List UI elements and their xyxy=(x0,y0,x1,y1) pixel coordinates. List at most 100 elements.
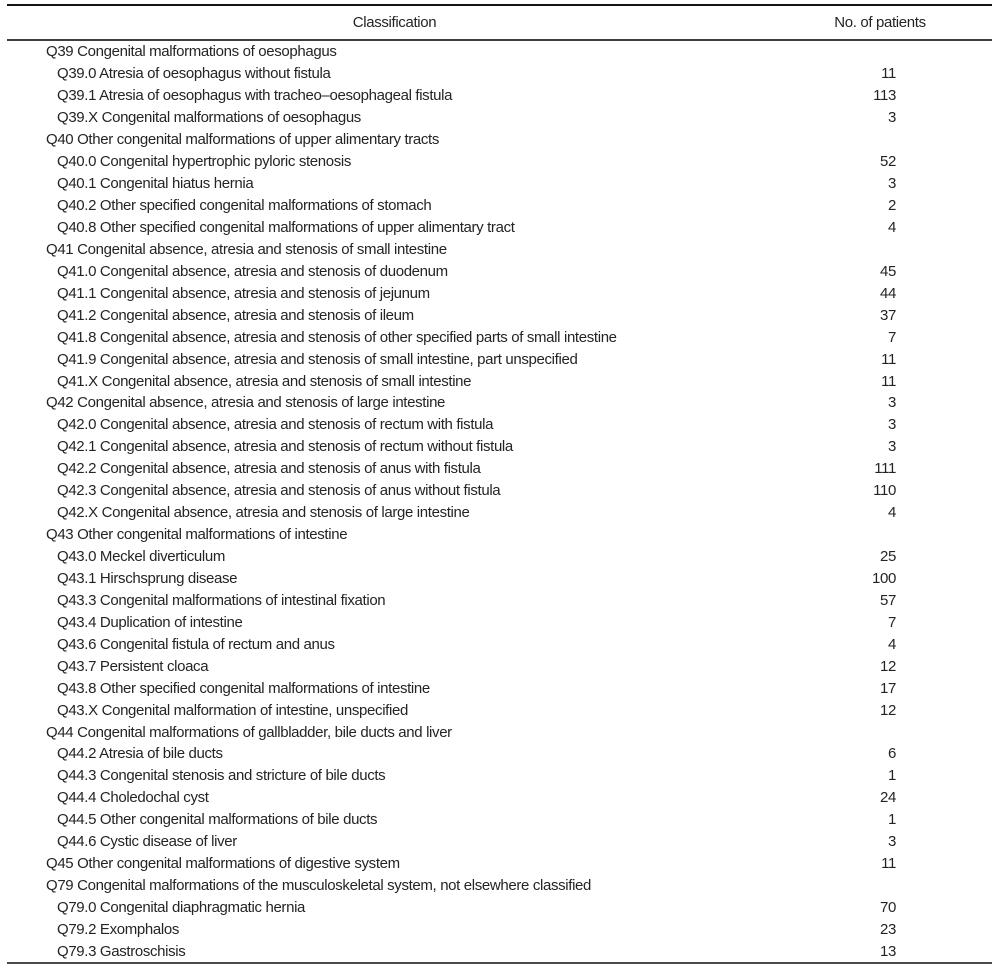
row-classification-label: Q44.6 Cystic disease of liver xyxy=(57,834,237,850)
row-patient-count: 3 xyxy=(888,438,896,456)
table-row: Q41.9 Congenital absence, atresia and st… xyxy=(7,348,992,370)
row-patient-count: 1 xyxy=(888,811,896,829)
row-classification-label: Q44.4 Choledochal cyst xyxy=(57,790,209,806)
row-patient-count: 1 xyxy=(888,767,896,785)
row-classification-label: Q42.2 Congenital absence, atresia and st… xyxy=(57,461,481,477)
table-row: Q79.2 Exomphalos 23 xyxy=(7,919,992,941)
row-classification-label: Q79.2 Exomphalos xyxy=(57,921,179,937)
row-classification-label: Q41.2 Congenital absence, atresia and st… xyxy=(57,307,414,323)
row-classification-label: Q43.6 Congenital fistula of rectum and a… xyxy=(57,636,335,652)
row-classification-label: Q79 Congenital malformations of the musc… xyxy=(46,878,592,894)
table-row: Q42.2 Congenital absence, atresia and st… xyxy=(7,458,992,480)
table-row: Q44 Congenital malformations of gallblad… xyxy=(7,721,992,743)
table-row: Q44.2 Atresia of bile ducts 6 xyxy=(7,743,992,765)
row-patient-count: 23 xyxy=(880,920,896,938)
row-patient-count: 3 xyxy=(888,416,896,434)
row-classification-label: Q44.3 Congenital stenosis and stricture … xyxy=(57,768,386,784)
table-row: Q39 Congenital malformations of oesophag… xyxy=(7,41,992,63)
row-classification-label: Q42 Congenital absence, atresia and sten… xyxy=(46,395,446,411)
row-patient-count: 7 xyxy=(888,328,896,346)
table-row: Q40.8 Other specified congenital malform… xyxy=(7,217,992,239)
table-row: Q79 Congenital malformations of the musc… xyxy=(7,875,992,897)
row-patient-count: 3 xyxy=(888,833,896,851)
row-patient-count: 4 xyxy=(888,218,896,236)
table-row: Q79.0 Congenital diaphragmatic hernia 70 xyxy=(7,897,992,919)
table-row: Q43.1 Hirschsprung disease 100 xyxy=(7,568,992,590)
classification-table: Classification No. of patients Q39 Conge… xyxy=(7,4,992,965)
row-patient-count: 17 xyxy=(880,679,896,697)
table-row: Q42.X Congenital absence, atresia and st… xyxy=(7,502,992,524)
row-classification-label: Q43.X Congenital malformation of intesti… xyxy=(57,702,408,718)
row-classification-label: Q39.X Congenital malformations of oesoph… xyxy=(57,110,361,126)
row-patient-count: 4 xyxy=(888,635,896,653)
row-classification-label: Q40.2 Other specified congenital malform… xyxy=(57,198,432,214)
row-classification-label: Q41 Congenital absence, atresia and sten… xyxy=(46,241,447,257)
table-body: Q39 Congenital malformations of oesophag… xyxy=(7,41,992,965)
table-row: Q39.1 Atresia of oesophagus with tracheo… xyxy=(7,85,992,107)
table-row: Q42.3 Congenital absence, atresia and st… xyxy=(7,480,992,502)
row-classification-label: Q43.7 Persistent cloaca xyxy=(57,658,209,674)
table-row: Q42.1 Congenital absence, atresia and st… xyxy=(7,436,992,458)
row-classification-label: Q43.0 Meckel diverticulum xyxy=(57,549,225,565)
table-row: Q43.8 Other specified congenital malform… xyxy=(7,677,992,699)
row-patient-count: 37 xyxy=(880,306,896,324)
table-row: Q44.3 Congenital stenosis and stricture … xyxy=(7,765,992,787)
row-classification-label: Q42.X Congenital absence, atresia and st… xyxy=(57,505,470,521)
table-row: Q40.2 Other specified congenital malform… xyxy=(7,195,992,217)
row-classification-label: Q41.8 Congenital absence, atresia and st… xyxy=(57,329,617,345)
row-classification-label: Q43.4 Duplication of intestine xyxy=(57,614,243,630)
row-patient-count: 52 xyxy=(880,153,896,171)
table-row: Q41.8 Congenital absence, atresia and st… xyxy=(7,326,992,348)
table-row: Q43.4 Duplication of intestine 7 xyxy=(7,611,992,633)
table-row: Q40 Other congenital malformations of up… xyxy=(7,129,992,151)
row-patient-count: 11 xyxy=(881,855,896,873)
table-row: Q43.0 Meckel diverticulum 25 xyxy=(7,546,992,568)
table-row: Q42 Congenital absence, atresia and sten… xyxy=(7,392,992,414)
table-header-row: Classification No. of patients xyxy=(7,4,992,41)
table-row: Q43 Other congenital malformations of in… xyxy=(7,524,992,546)
table-row: Q41.2 Congenital absence, atresia and st… xyxy=(7,304,992,326)
row-patient-count: 24 xyxy=(880,789,896,807)
table-row: Q44.5 Other congenital malformations of … xyxy=(7,809,992,831)
row-classification-label: Q44 Congenital malformations of gallblad… xyxy=(46,724,452,740)
table-row: Q45 Other congenital malformations of di… xyxy=(7,853,992,875)
row-patient-count: 13 xyxy=(880,942,896,960)
table-row: Q43.3 Congenital malformations of intest… xyxy=(7,589,992,611)
column-header-no-of-patients: No. of patients xyxy=(834,14,926,31)
row-classification-label: Q40.0 Congenital hypertrophic pyloric st… xyxy=(57,154,352,170)
row-classification-label: Q43.8 Other specified congenital malform… xyxy=(57,680,430,696)
table-row: Q44.4 Choledochal cyst 24 xyxy=(7,787,992,809)
row-classification-label: Q42.3 Congenital absence, atresia and st… xyxy=(57,483,501,499)
row-patient-count: 12 xyxy=(880,701,896,719)
row-classification-label: Q41.9 Congenital absence, atresia and st… xyxy=(57,351,578,367)
row-patient-count: 25 xyxy=(880,548,896,566)
row-classification-label: Q40.8 Other specified congenital malform… xyxy=(57,219,515,235)
table-row: Q41.0 Congenital absence, atresia and st… xyxy=(7,260,992,282)
row-patient-count: 11 xyxy=(881,372,896,390)
table-row: Q40.0 Congenital hypertrophic pyloric st… xyxy=(7,151,992,173)
table-row: Q43.6 Congenital fistula of rectum and a… xyxy=(7,633,992,655)
row-classification-label: Q39.1 Atresia of oesophagus with tracheo… xyxy=(57,88,453,104)
row-classification-label: Q44.2 Atresia of bile ducts xyxy=(57,746,223,762)
column-header-classification: Classification xyxy=(352,14,437,31)
row-patient-count: 12 xyxy=(880,657,896,675)
row-patient-count: 100 xyxy=(872,569,896,587)
table-row: Q43.X Congenital malformation of intesti… xyxy=(7,699,992,721)
row-patient-count: 11 xyxy=(881,65,896,83)
row-classification-label: Q45 Other congenital malformations of di… xyxy=(46,856,400,872)
row-patient-count: 57 xyxy=(880,591,896,609)
row-patient-count: 11 xyxy=(881,350,896,368)
table-row: Q42.0 Congenital absence, atresia and st… xyxy=(7,414,992,436)
row-patient-count: 70 xyxy=(880,899,896,917)
row-patient-count: 113 xyxy=(873,87,896,105)
row-patient-count: 44 xyxy=(880,284,896,302)
row-patient-count: 3 xyxy=(888,109,896,127)
table-row: Q39.X Congenital malformations of oesoph… xyxy=(7,107,992,129)
row-classification-label: Q43.3 Congenital malformations of intest… xyxy=(57,592,386,608)
row-classification-label: Q79.0 Congenital diaphragmatic hernia xyxy=(57,900,306,916)
row-classification-label: Q39.0 Atresia of oesophagus without fist… xyxy=(57,66,331,82)
table-row: Q41.X Congenital absence, atresia and st… xyxy=(7,370,992,392)
row-patient-count: 2 xyxy=(888,197,896,215)
row-patient-count: 3 xyxy=(888,394,896,412)
row-patient-count: 110 xyxy=(873,482,896,500)
